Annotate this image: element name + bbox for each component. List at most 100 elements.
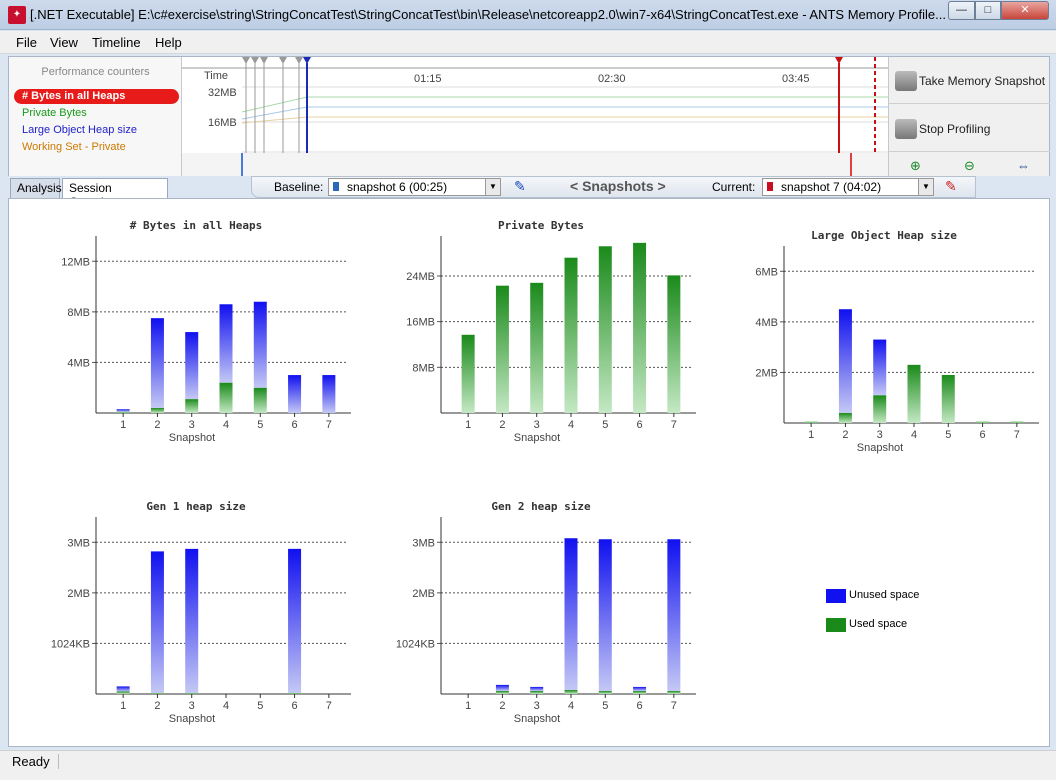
bar-unused [598, 539, 612, 691]
bar-used [598, 246, 612, 413]
x-tick-label: 6 [980, 429, 986, 441]
x-tick-label: 7 [326, 419, 332, 431]
x-tick-label: 5 [602, 419, 608, 431]
bar-unused [185, 548, 199, 693]
y-tick-label: 12MB [61, 256, 90, 268]
counter-private-bytes[interactable]: Private Bytes [22, 107, 87, 119]
maximize-button[interactable]: □ [975, 1, 1001, 20]
y-tick-label: 3MB [67, 537, 90, 549]
counter-bytes-all-heaps[interactable]: # Bytes in all Heaps [14, 89, 179, 104]
x-tick-label: 6 [637, 700, 643, 712]
bar-unused [322, 375, 336, 413]
bar-used [150, 407, 164, 413]
bar-used [1010, 421, 1024, 423]
zoom-in-icon[interactable]: ⊕ [910, 158, 921, 173]
x-axis-title: Snapshot [169, 713, 215, 725]
tabs-row: Analysis Session Overview Baseline: snap… [8, 176, 1050, 209]
x-tick-label: 3 [877, 429, 883, 441]
bar-used [564, 257, 578, 413]
take-snapshot-label: Take Memory Snapshot [919, 74, 1046, 88]
baseline-dropdown[interactable]: snapshot 6 (00:25) ▼ [328, 178, 501, 196]
take-snapshot-button[interactable]: Take Memory Snapshot [889, 57, 1050, 104]
x-tick-label: 1 [808, 429, 814, 441]
x-tick-label: 6 [292, 700, 298, 712]
bar-used [116, 691, 130, 694]
bar-used [116, 411, 130, 413]
bar-used [564, 689, 578, 694]
x-tick-label: 6 [637, 419, 643, 431]
y-tick-label: 1024KB [51, 638, 90, 650]
y-tick-label: 6MB [755, 266, 778, 278]
bar-unused [564, 538, 578, 690]
counter-working-set[interactable]: Working Set - Private [22, 141, 126, 153]
actions-panel: Take Memory Snapshot Stop Profiling ⊕ ⊖ … [888, 57, 1050, 177]
bar-used [150, 692, 164, 694]
chevron-down-icon: ▼ [485, 179, 500, 195]
x-tick-label: 3 [189, 700, 195, 712]
minimize-button[interactable]: — [948, 1, 975, 20]
timeline-panel: Performance counters # Bytes in all Heap… [8, 56, 1050, 177]
chart-title: # Bytes in all Heaps [130, 219, 262, 232]
bar-used [185, 692, 199, 694]
bar-unused [633, 686, 647, 691]
bar-used [530, 282, 544, 413]
menu-timeline[interactable]: Timeline [92, 35, 141, 50]
bar-unused [288, 375, 302, 413]
x-tick-label: 2 [499, 700, 505, 712]
pencil-icon[interactable]: ✎ [945, 178, 957, 194]
x-tick-label: 1 [120, 700, 126, 712]
chart-2: Large Object Heap size 2MB 4MB 6MB 1 2 3 4 5 6 7 Sn… [755, 229, 1039, 454]
tab-analysis[interactable]: Analysis [10, 178, 62, 198]
bar-used [495, 690, 509, 694]
current-dropdown[interactable]: snapshot 7 (04:02) ▼ [762, 178, 934, 196]
bar-unused [150, 318, 164, 408]
pencil-icon[interactable]: ✎ [514, 178, 526, 194]
tab-session-overview[interactable]: Session Overview [62, 178, 168, 209]
status-text: Ready [8, 754, 59, 769]
bar-used [941, 374, 955, 423]
close-button[interactable]: ✕ [1001, 1, 1049, 20]
session-overview-panel: # Bytes in all Heaps 4MB 8MB 12MB 1 2 3 4 5 6 7 Sna… [8, 198, 1050, 747]
bar-unused [530, 686, 544, 691]
timeline-graph[interactable]: Time 01:15 02:30 03:45 32MB 16MB [182, 57, 888, 177]
bar-used [633, 690, 647, 694]
bar-unused [253, 301, 267, 388]
counter-loh-size[interactable]: Large Object Heap size [22, 124, 137, 136]
x-axis-title: Snapshot [514, 432, 560, 444]
bar-used [598, 690, 612, 694]
stop-profiling-button[interactable]: Stop Profiling [889, 105, 1050, 152]
x-tick-label: 7 [671, 700, 677, 712]
timeline-svg: Time 01:15 02:30 03:45 32MB 16MB [182, 57, 888, 177]
snapshots-navigator[interactable]: < Snapshots > [570, 178, 666, 194]
bar-unused [288, 548, 302, 693]
chevron-down-icon: ▼ [918, 179, 933, 195]
x-axis-title: Snapshot [169, 432, 215, 444]
timeline-y-32mb: 32MB [208, 87, 237, 99]
private-bytes-trace [241, 96, 888, 113]
menu-file[interactable]: File [16, 35, 37, 50]
status-bar: Ready [0, 750, 1056, 780]
menu-view[interactable]: View [50, 35, 78, 50]
y-tick-label: 3MB [412, 537, 435, 549]
y-tick-label: 2MB [67, 588, 90, 600]
bar-unused [116, 409, 130, 412]
menu-help[interactable]: Help [155, 35, 182, 50]
x-tick-label: 7 [1014, 429, 1020, 441]
bar-used [976, 421, 990, 423]
app-icon: ✦ [8, 6, 26, 24]
x-tick-label: 3 [534, 700, 540, 712]
x-tick-label: 1 [120, 419, 126, 431]
y-tick-label: 8MB [412, 362, 435, 374]
current-marker-icon [767, 182, 773, 191]
chart-1: Private Bytes 8MB 16MB 24MB 1 2 3 4 5 6 7 Snapshot [406, 219, 696, 444]
x-tick-label: 7 [326, 700, 332, 712]
zoom-out-icon[interactable]: ⊖ [964, 158, 975, 173]
y-tick-label: 24MB [406, 271, 435, 283]
zoom-fit-icon[interactable]: ⇔ [1017, 158, 1030, 173]
performance-counters: Performance counters # Bytes in all Heap… [9, 57, 182, 177]
x-tick-label: 2 [499, 419, 505, 431]
x-tick-label: 5 [945, 429, 951, 441]
baseline-value: snapshot 6 (00:25) [347, 180, 448, 194]
legend-unused-swatch [826, 589, 846, 603]
bar-unused [495, 684, 509, 691]
